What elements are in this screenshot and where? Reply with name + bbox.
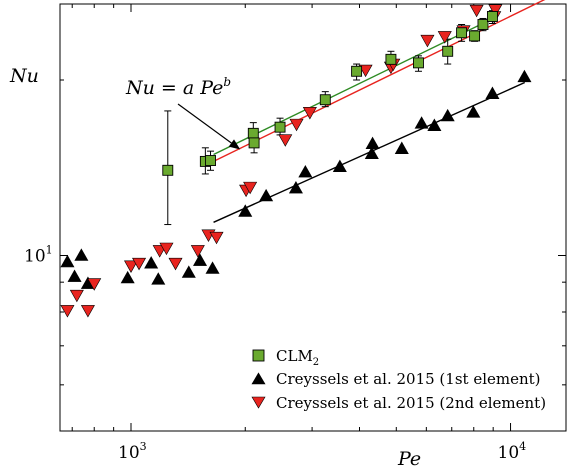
legend-marker-1st-element bbox=[251, 372, 266, 385]
data-point-1st-element bbox=[67, 269, 82, 282]
legend-marker-2nd-element bbox=[251, 396, 266, 409]
data-point-clm bbox=[413, 57, 424, 69]
data-point-clm bbox=[456, 27, 468, 39]
annotation-arrow-head bbox=[228, 139, 241, 150]
data-point-1st-element bbox=[151, 272, 166, 285]
data-point-2nd-element bbox=[243, 181, 258, 195]
legend-label-2nd-element: Creyssels et al. 2015 (2nd element) bbox=[276, 394, 546, 412]
annotation-arrow bbox=[177, 103, 232, 144]
fit-annotation: Nu = a Peb bbox=[125, 75, 241, 150]
data-point-clm bbox=[247, 127, 259, 139]
data-point-1st-element bbox=[205, 261, 220, 274]
data-point-2nd-element bbox=[420, 34, 435, 48]
data-point-clm bbox=[319, 94, 331, 106]
data-point-2nd-element bbox=[159, 242, 174, 256]
data-point-1st-element bbox=[440, 108, 455, 122]
data-point-1st-element bbox=[427, 118, 442, 131]
data-point-clm bbox=[486, 11, 498, 22]
data-point-2nd-element bbox=[60, 305, 75, 318]
data-point-1st-element bbox=[144, 256, 159, 269]
legend-marker-clm bbox=[252, 349, 265, 362]
tick-labels: 103 104 101 bbox=[24, 243, 526, 463]
x-tick-label: 104 bbox=[498, 440, 527, 463]
data-point-1st-element bbox=[517, 69, 532, 83]
data-point-2nd-element bbox=[80, 305, 95, 318]
data-point-clm bbox=[274, 121, 286, 133]
plot-frame bbox=[59, 3, 567, 432]
fit-equation: Nu = a Pe bbox=[125, 77, 223, 99]
data-point-1st-element bbox=[332, 159, 347, 173]
data-point-1st-element bbox=[414, 116, 429, 129]
data-point-2nd-element bbox=[123, 260, 139, 273]
fit-line bbox=[213, 0, 546, 163]
data-point-2nd-element bbox=[209, 231, 224, 245]
data-point-clm bbox=[162, 164, 174, 176]
data-point-1st-element bbox=[364, 146, 379, 159]
data-point-2nd-element bbox=[289, 118, 304, 132]
legend: CLM2 Creyssels et al. 2015 (1st element)… bbox=[251, 347, 546, 412]
data-point-2nd-element bbox=[132, 257, 147, 271]
data-point-1st-element bbox=[298, 165, 313, 178]
y-axis-label: Nu bbox=[9, 65, 39, 87]
data-point-1st-element bbox=[60, 254, 75, 268]
data-point-clm bbox=[351, 65, 363, 77]
data-point-2nd-element bbox=[168, 257, 183, 271]
data-point-2nd-element bbox=[87, 278, 102, 291]
data-point-clm bbox=[385, 53, 397, 65]
data-point-2nd-element bbox=[358, 64, 373, 78]
data-point-1st-element bbox=[365, 136, 380, 150]
data-point-1st-element bbox=[193, 253, 208, 266]
x-tick-label: 103 bbox=[118, 440, 147, 463]
legend-label-clm: CLM2 bbox=[276, 347, 319, 368]
legend-label-1st-element: Creyssels et al. 2015 (1st element) bbox=[276, 370, 541, 388]
data-point-1st-element bbox=[288, 180, 303, 194]
data-point-2nd-element bbox=[488, 4, 503, 17]
data-point-2nd-element bbox=[302, 107, 317, 120]
data-point-1st-element bbox=[120, 270, 135, 284]
y-tick-label: 101 bbox=[24, 243, 53, 266]
data-point-1st-element bbox=[394, 141, 409, 154]
data-point-1st-element bbox=[485, 86, 500, 99]
data-point-1st-element bbox=[259, 188, 274, 202]
data-point-1st-element bbox=[466, 105, 481, 118]
data-markers bbox=[60, 0, 552, 318]
data-point-clm bbox=[442, 45, 454, 57]
data-point-2nd-element bbox=[437, 31, 452, 44]
svg-text:Nu = a Peb: Nu = a Peb bbox=[125, 75, 231, 99]
data-point-2nd-element bbox=[469, 4, 484, 18]
data-point-1st-element bbox=[181, 265, 196, 278]
x-axis-label: Pe bbox=[397, 448, 421, 470]
data-point-clm bbox=[205, 155, 216, 166]
data-point-clm bbox=[469, 30, 481, 42]
data-point-clm bbox=[248, 137, 260, 149]
data-point-2nd-element bbox=[190, 245, 205, 258]
plot-area-border bbox=[59, 3, 567, 432]
data-point-1st-element bbox=[74, 248, 89, 261]
data-point-clm bbox=[477, 19, 489, 30]
data-point-1st-element bbox=[238, 204, 253, 217]
data-point-2nd-element bbox=[69, 289, 84, 303]
data-point-2nd-element bbox=[278, 134, 293, 147]
fit-lines bbox=[213, 0, 546, 223]
fit-exponent: b bbox=[223, 75, 231, 89]
